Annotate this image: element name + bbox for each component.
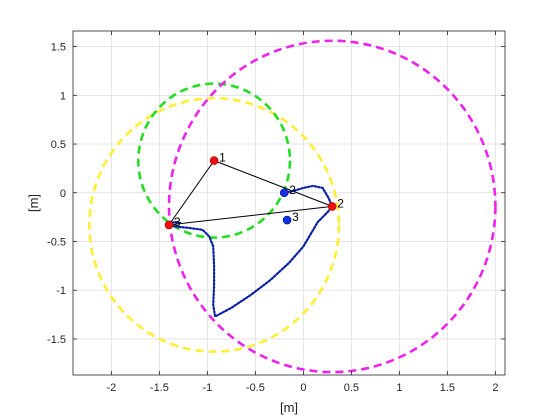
y-tick-label: -1.5 xyxy=(47,334,66,346)
x-tick-label: 0 xyxy=(300,382,306,394)
trajectory-path xyxy=(167,184,334,319)
y-tick-label: -1 xyxy=(56,285,66,297)
dashed-circle xyxy=(167,39,497,374)
x-tick-label: -1.5 xyxy=(150,382,169,394)
y-tick-label: 0 xyxy=(60,188,66,200)
y-tick-label: 1.5 xyxy=(51,42,66,54)
plot-area xyxy=(73,31,505,375)
triangle-outline xyxy=(167,159,333,226)
red-point-label: 2 xyxy=(337,196,344,210)
y-tick-label: -0.5 xyxy=(47,236,66,248)
x-tick-label: 2 xyxy=(492,382,498,394)
y-tick-label: 1 xyxy=(60,90,66,102)
plot-frame xyxy=(72,30,506,376)
blue-point-label: 2 xyxy=(289,183,296,197)
axis-ticks: -2 -1.5 -1 -0.5 0 0.5 1 1.5 2 -1.5 -1 -0.5 0 0.5 1 1.5 xyxy=(47,31,505,394)
dashed-circle xyxy=(136,82,292,239)
blue-point xyxy=(279,188,289,198)
x-tick-label: -2 xyxy=(107,382,117,394)
chart-marks xyxy=(88,39,497,374)
red-point-label: 3 xyxy=(174,215,181,229)
y-axis-label: [m] xyxy=(26,194,41,212)
x-tick-label: -1 xyxy=(203,382,213,394)
blue-point xyxy=(282,215,292,225)
red-point xyxy=(327,202,337,211)
red-point xyxy=(209,156,219,165)
x-tick-label: 0.5 xyxy=(344,382,359,394)
point-labels: 1 2 3 2 3 xyxy=(174,151,344,229)
y-tick-label: 0.5 xyxy=(51,139,66,151)
x-tick-label: 1.5 xyxy=(440,382,455,394)
red-point xyxy=(164,220,174,230)
x-tick-label: -0.5 xyxy=(246,382,265,394)
x-axis-label: [m] xyxy=(280,400,298,415)
blue-point-label: 3 xyxy=(292,210,299,224)
x-tick-label: 1 xyxy=(396,382,402,394)
dashed-circle xyxy=(88,96,341,353)
red-point-label: 1 xyxy=(219,151,226,165)
